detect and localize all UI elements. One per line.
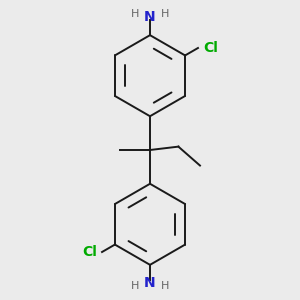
Text: N: N: [144, 10, 156, 24]
Text: H: H: [131, 8, 139, 19]
Text: H: H: [161, 8, 169, 19]
Text: N: N: [144, 276, 156, 290]
Text: Cl: Cl: [203, 41, 218, 55]
Text: H: H: [161, 281, 169, 292]
Text: Cl: Cl: [82, 245, 97, 259]
Text: H: H: [131, 281, 139, 292]
